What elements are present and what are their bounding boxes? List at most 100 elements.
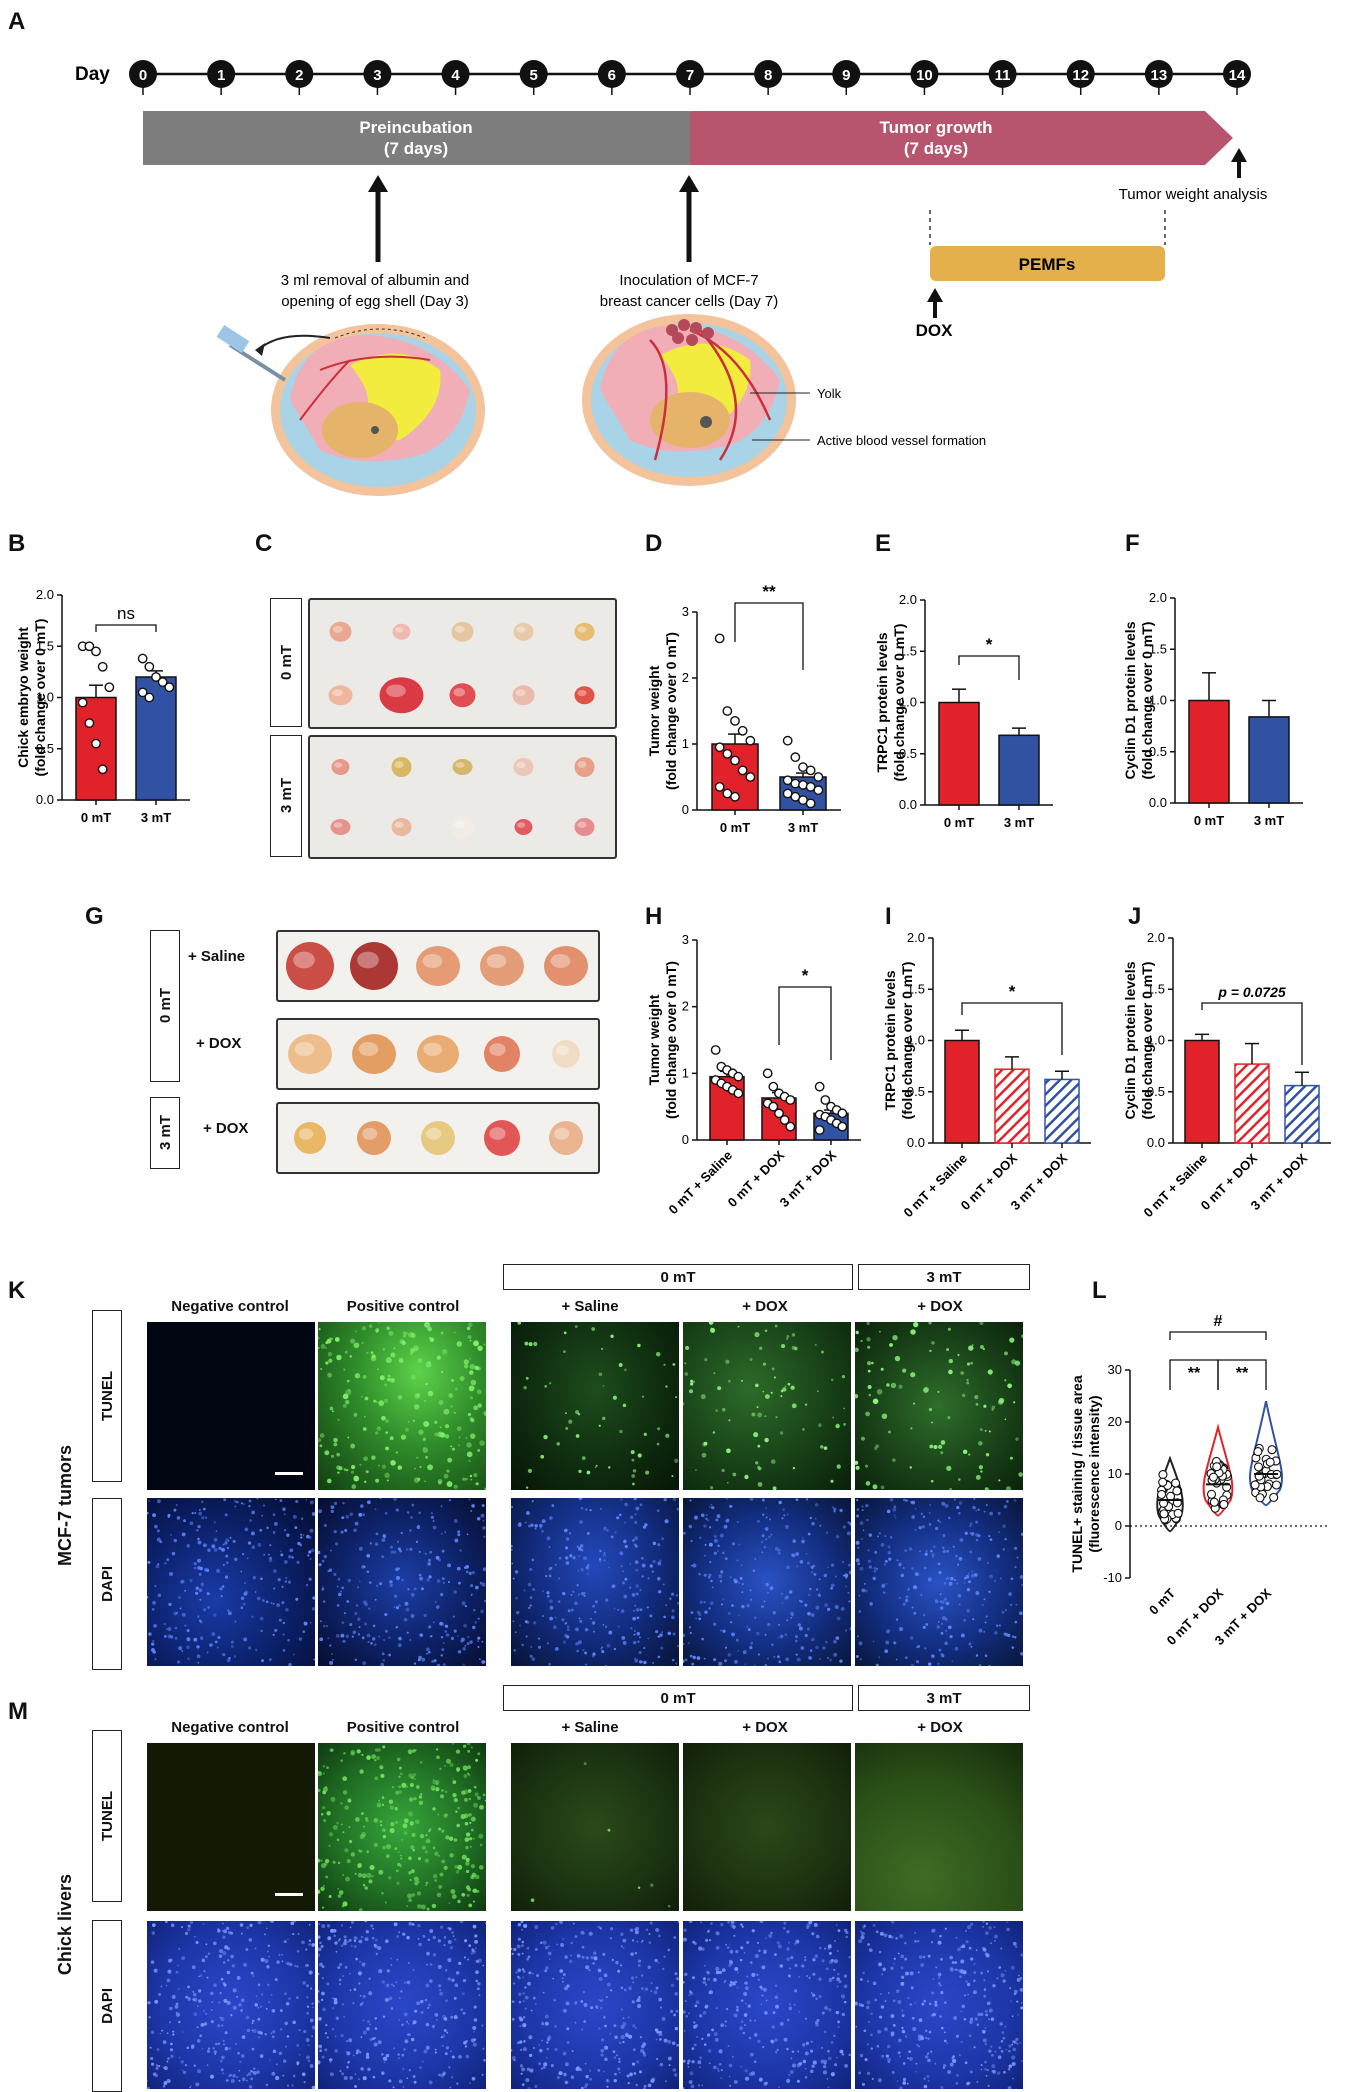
- texture-dot: [360, 2067, 364, 2071]
- texture-dot: [634, 1930, 639, 1935]
- texture-dot: [772, 1486, 777, 1490]
- texture-dot: [942, 1546, 945, 1549]
- texture-dot: [616, 1516, 620, 1520]
- texture-dot: [195, 2082, 200, 2087]
- tumor: [331, 759, 350, 775]
- day-node-label-2: 2: [295, 67, 303, 84]
- texture-dot: [256, 1596, 261, 1601]
- texture-dot: [970, 1645, 973, 1648]
- texture-dot: [760, 2003, 763, 2006]
- texture-dot: [583, 1762, 587, 1766]
- texture-dot: [466, 1893, 470, 1897]
- texture-dot: [451, 1931, 454, 1934]
- texture-dot: [554, 2047, 558, 2052]
- texture-dot: [434, 1879, 438, 1882]
- texture-dot: [701, 1947, 705, 1951]
- texture-dot: [780, 1592, 783, 1595]
- texture-dot: [834, 1575, 837, 1578]
- texture-dot: [260, 1957, 265, 1962]
- texture-dot: [966, 1381, 970, 1385]
- tumor-highlight: [554, 1127, 570, 1140]
- texture-dot: [578, 1617, 581, 1620]
- texture-dot: [801, 1964, 805, 1968]
- day-node-4: [441, 60, 470, 88]
- texture-dot: [997, 1511, 1001, 1515]
- texture-dot: [427, 1650, 431, 1654]
- texture-dot: [421, 1657, 426, 1662]
- texture-dot: [534, 1524, 538, 1528]
- k-group-0mt: 0 mT: [503, 1264, 853, 1290]
- y-axis-label: (fold change over 0 mT): [32, 619, 48, 777]
- texture-dot: [342, 1790, 348, 1795]
- texture-dot: [350, 1338, 356, 1344]
- texture-dot: [361, 1342, 364, 1344]
- texture-dot: [975, 1509, 978, 1512]
- texture-dot: [642, 1525, 647, 1529]
- texture-dot: [640, 1987, 644, 1991]
- texture-dot: [949, 1967, 954, 1972]
- day-node-label-10: 10: [916, 67, 933, 84]
- texture-dot: [358, 1939, 363, 1944]
- texture-dot: [476, 1795, 481, 1800]
- texture-dot: [980, 1971, 984, 1975]
- texture-dot: [434, 1432, 439, 1437]
- texture-dot: [809, 1587, 812, 1591]
- texture-dot: [473, 2030, 475, 2033]
- texture-dot: [675, 1396, 678, 1399]
- texture-dot: [295, 1500, 299, 1504]
- day-node-9: [832, 60, 861, 88]
- texture-dot: [642, 2051, 646, 2055]
- texture-dot: [586, 1531, 590, 1535]
- violin-2: [1249, 1400, 1283, 1507]
- texture-dot: [196, 2026, 199, 2029]
- texture-dot: [437, 1939, 441, 1943]
- texture-dot: [902, 2077, 907, 2082]
- texture-dot: [597, 1968, 602, 1973]
- y-tick-label: 3: [682, 932, 689, 947]
- texture-dot: [421, 1587, 424, 1591]
- texture-dot: [320, 1859, 323, 1862]
- texture-dot: [481, 2073, 484, 2076]
- texture-dot: [522, 1976, 525, 1979]
- texture-dot: [308, 1577, 312, 1581]
- texture-dot: [581, 1456, 586, 1461]
- texture-dot: [575, 1434, 580, 1438]
- texture-dot: [762, 2045, 765, 2049]
- texture-dot: [346, 2040, 348, 2042]
- texture-dot: [167, 1634, 172, 1639]
- texture-dot: [376, 1543, 379, 1546]
- texture-dot: [718, 2063, 722, 2066]
- texture-dot: [770, 2039, 773, 2043]
- texture-dot: [688, 2080, 693, 2084]
- texture-dot: [529, 1604, 532, 1607]
- texture-dot: [281, 1953, 284, 1956]
- texture-dot: [969, 1532, 972, 1535]
- texture-dot: [987, 1562, 989, 1564]
- texture-dot: [798, 1626, 803, 1631]
- texture-dot: [960, 1959, 965, 1964]
- texture-dot: [257, 2030, 261, 2034]
- texture-dot: [622, 1403, 627, 1408]
- texture-dot: [886, 1509, 891, 1514]
- texture-dot: [397, 1395, 403, 1400]
- texture-dot: [764, 1538, 768, 1541]
- y-tick-label: 1.0: [899, 695, 917, 710]
- texture-dot: [427, 1938, 431, 1942]
- texture-dot: [758, 2077, 763, 2082]
- texture-dot: [425, 1983, 430, 1988]
- texture-dot: [704, 2004, 709, 2008]
- texture-dot: [348, 2038, 353, 2043]
- texture-dot: [263, 1504, 266, 1507]
- texture-dot: [986, 2001, 991, 2006]
- texture-dot: [224, 2046, 229, 2051]
- texture-dot: [983, 1631, 985, 1633]
- texture-dot: [565, 1635, 570, 1639]
- texture-dot: [479, 1581, 483, 1585]
- texture-dot: [272, 1532, 275, 1535]
- texture-dot: [382, 2056, 388, 2061]
- texture-dot: [384, 1629, 388, 1633]
- texture-dot: [848, 1600, 851, 1603]
- texture-dot: [756, 1973, 759, 1976]
- day-node-label-8: 8: [764, 67, 772, 84]
- texture-dot: [472, 1888, 478, 1894]
